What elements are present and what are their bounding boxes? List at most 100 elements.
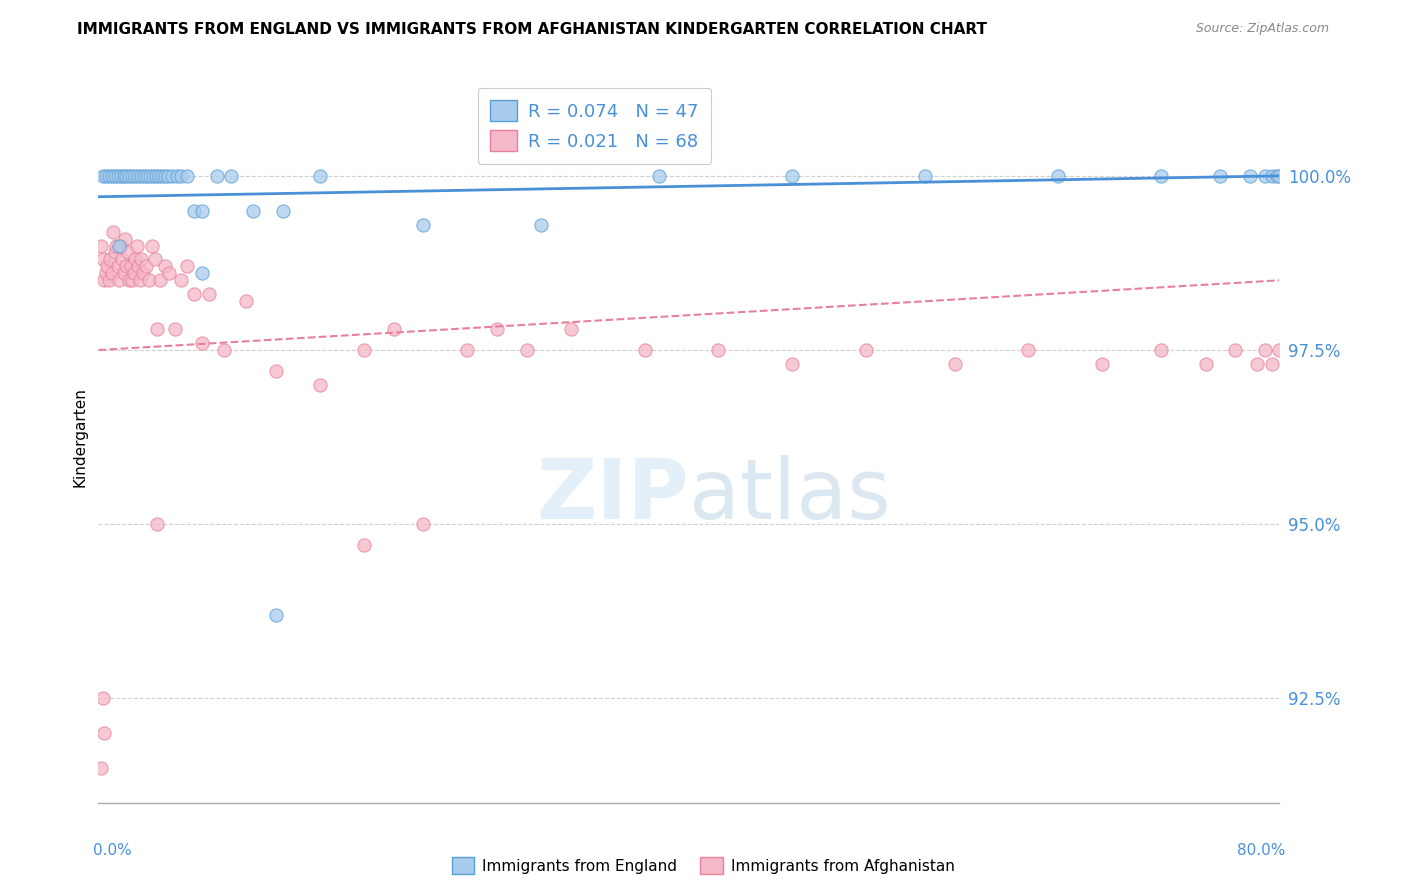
Point xyxy=(1261,357,1284,371)
Point xyxy=(221,169,243,183)
Point xyxy=(1254,343,1277,357)
Point xyxy=(127,169,149,183)
Point xyxy=(104,245,127,260)
Point xyxy=(96,260,118,274)
Point xyxy=(110,169,132,183)
Point xyxy=(198,287,221,301)
Point xyxy=(191,336,214,351)
Text: 80.0%: 80.0% xyxy=(1237,843,1285,858)
Point xyxy=(128,273,150,287)
Point xyxy=(153,260,176,274)
Point xyxy=(1261,169,1284,183)
Point xyxy=(1268,169,1291,183)
Text: ZIP: ZIP xyxy=(537,455,689,536)
Point xyxy=(103,225,125,239)
Point xyxy=(93,726,115,740)
Point xyxy=(134,169,156,183)
Point xyxy=(176,169,198,183)
Point xyxy=(107,260,129,274)
Point xyxy=(105,238,128,252)
Point xyxy=(212,343,235,357)
Point xyxy=(170,169,193,183)
Point xyxy=(146,517,169,532)
Point xyxy=(97,169,120,183)
Point xyxy=(1150,343,1173,357)
Point xyxy=(1268,343,1291,357)
Point xyxy=(1265,169,1288,183)
Point xyxy=(91,169,114,183)
Point xyxy=(264,607,287,622)
Point xyxy=(143,252,166,267)
Point xyxy=(150,169,173,183)
Point xyxy=(100,266,122,280)
Point xyxy=(235,294,257,309)
Point xyxy=(115,260,138,274)
Point xyxy=(707,343,730,357)
Text: 0.0%: 0.0% xyxy=(93,843,131,858)
Point xyxy=(121,169,143,183)
Point xyxy=(205,169,228,183)
Point xyxy=(1246,357,1268,371)
Point xyxy=(648,169,671,183)
Point xyxy=(1195,357,1218,371)
Point xyxy=(170,273,193,287)
Point xyxy=(129,252,152,267)
Point xyxy=(1225,343,1247,357)
Point xyxy=(1091,357,1114,371)
Point xyxy=(191,203,214,218)
Point xyxy=(153,169,176,183)
Point xyxy=(271,203,294,218)
Point xyxy=(104,169,127,183)
Point xyxy=(148,169,170,183)
Point xyxy=(412,517,434,532)
Point xyxy=(132,266,155,280)
Point xyxy=(176,260,198,274)
Y-axis label: Kindergarten: Kindergarten xyxy=(72,387,87,487)
Point xyxy=(634,343,657,357)
Point xyxy=(166,169,188,183)
Point xyxy=(516,343,538,357)
Point xyxy=(121,273,143,287)
Point xyxy=(560,322,582,336)
Point xyxy=(115,169,138,183)
Point xyxy=(112,169,135,183)
Point xyxy=(127,260,149,274)
Point xyxy=(118,273,141,287)
Point xyxy=(136,169,159,183)
Point xyxy=(129,169,152,183)
Point xyxy=(118,169,141,183)
Point xyxy=(353,343,375,357)
Point xyxy=(486,322,509,336)
Point xyxy=(1018,343,1040,357)
Point xyxy=(90,761,112,775)
Legend: R = 0.074   N = 47, R = 0.021   N = 68: R = 0.074 N = 47, R = 0.021 N = 68 xyxy=(478,87,711,164)
Point xyxy=(782,169,804,183)
Point xyxy=(122,266,145,280)
Point xyxy=(1254,169,1277,183)
Point xyxy=(1150,169,1173,183)
Point xyxy=(156,169,179,183)
Point xyxy=(782,357,804,371)
Point xyxy=(242,203,264,218)
Point xyxy=(110,238,132,252)
Point xyxy=(139,169,162,183)
Point xyxy=(94,169,117,183)
Point xyxy=(108,238,131,252)
Point xyxy=(141,238,163,252)
Point xyxy=(142,169,165,183)
Point xyxy=(165,322,187,336)
Point xyxy=(125,238,148,252)
Point xyxy=(138,273,160,287)
Point xyxy=(93,273,115,287)
Point xyxy=(1047,169,1070,183)
Point xyxy=(412,218,434,232)
Point xyxy=(97,273,120,287)
Text: IMMIGRANTS FROM ENGLAND VS IMMIGRANTS FROM AFGHANISTAN KINDERGARTEN CORRELATION : IMMIGRANTS FROM ENGLAND VS IMMIGRANTS FR… xyxy=(77,22,987,37)
Point xyxy=(457,343,479,357)
Point xyxy=(114,231,136,245)
Point xyxy=(124,252,146,267)
Point xyxy=(145,169,167,183)
Point xyxy=(914,169,936,183)
Point xyxy=(149,273,172,287)
Point xyxy=(100,169,122,183)
